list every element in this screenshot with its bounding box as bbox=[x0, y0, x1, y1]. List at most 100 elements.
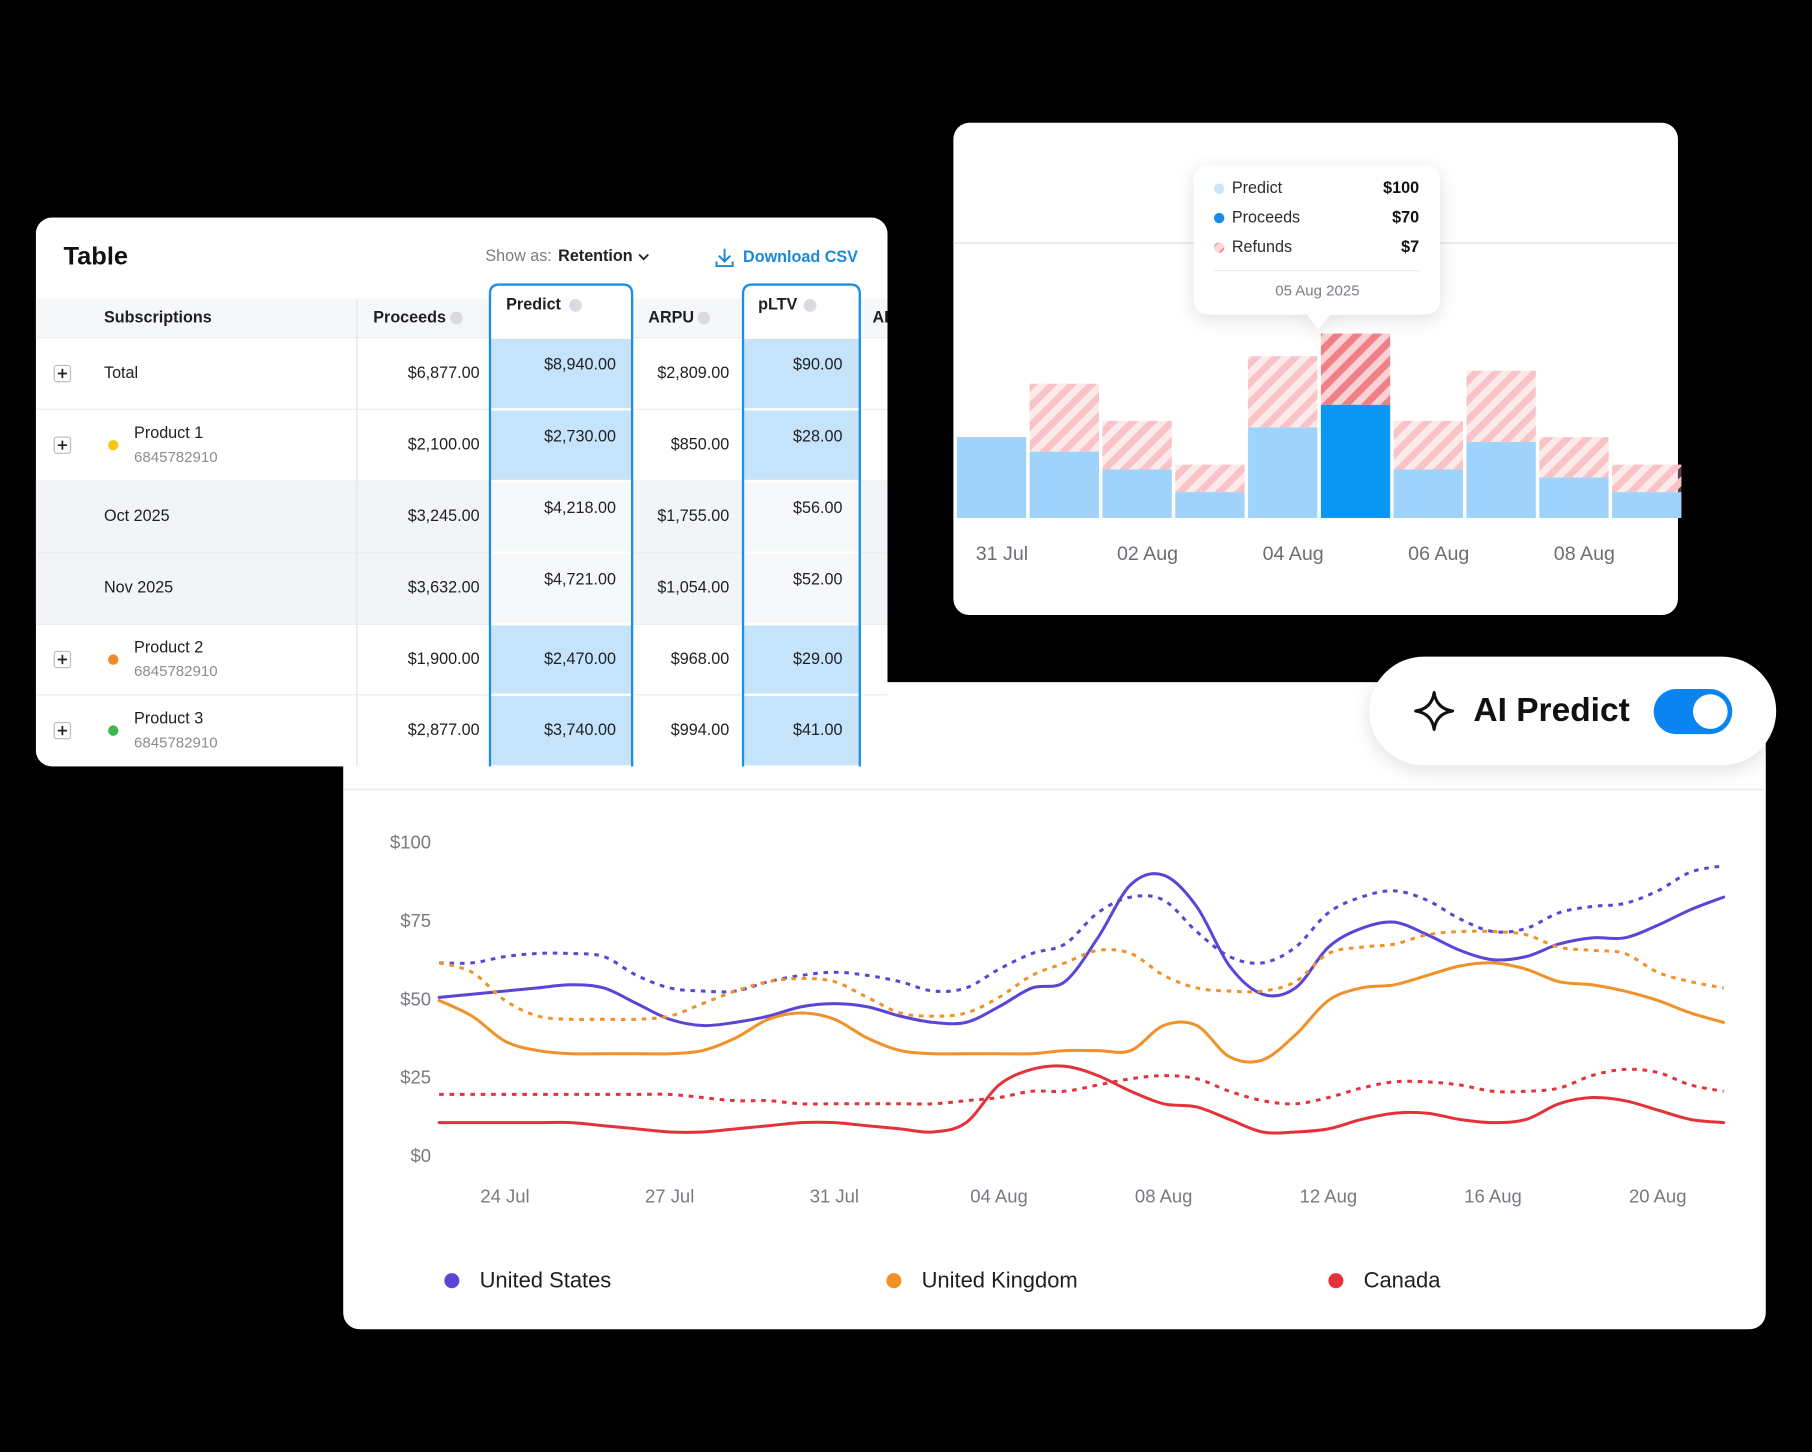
cell-value: $2,100.00 bbox=[408, 435, 480, 453]
cell-value: $4,721.00 bbox=[544, 571, 616, 589]
highlight-column-border bbox=[741, 283, 861, 767]
cell-value: $2,470.00 bbox=[544, 650, 616, 668]
x-tick-label: 08 Aug bbox=[1135, 1185, 1193, 1206]
info-icon bbox=[803, 299, 817, 312]
table-card: Table Show as: Retention Download CSV Subscr… bbox=[35, 217, 888, 767]
refund-bar bbox=[1102, 420, 1172, 470]
highlight-cell bbox=[491, 338, 631, 409]
column-header: Subscriptions bbox=[104, 308, 212, 326]
cell-value: $3,245.00 bbox=[408, 507, 480, 525]
toggle-label: AI Predict bbox=[1473, 692, 1629, 729]
highlight-cell bbox=[744, 553, 859, 624]
x-tick-label: 31 Jul bbox=[810, 1185, 859, 1206]
y-tick-label: $0 bbox=[410, 1145, 431, 1166]
refund-bar bbox=[1466, 370, 1536, 442]
proceeds-bar bbox=[1612, 492, 1682, 518]
bar-chart-card: 31 Jul 02 Aug 04 Aug 06 Aug 08 Aug bbox=[953, 122, 1682, 616]
sparkle-icon bbox=[1414, 690, 1455, 731]
tooltip-dot bbox=[1213, 183, 1225, 194]
x-tick-label: 02 Aug bbox=[1117, 543, 1178, 565]
tooltip-dot bbox=[1213, 242, 1225, 253]
series-line bbox=[437, 1064, 1726, 1135]
series-line bbox=[437, 961, 1726, 1064]
proceeds-bar bbox=[1393, 469, 1464, 518]
highlight-cell bbox=[744, 338, 859, 409]
column-header: ARPU bbox=[648, 308, 694, 326]
proceeds-bar bbox=[1248, 427, 1318, 518]
tooltip: Predict $100 Proceeds $70 Refunds $7 05 Aug 20… bbox=[1193, 165, 1440, 330]
expand-plus bbox=[57, 654, 68, 665]
card bbox=[343, 682, 1766, 1330]
row-label: Nov 2025 bbox=[104, 579, 173, 597]
refund-bar bbox=[1248, 356, 1318, 428]
cell-value: $2,730.00 bbox=[544, 427, 616, 445]
tooltip-box bbox=[1193, 165, 1440, 330]
x-tick-label: 04 Aug bbox=[1263, 543, 1324, 565]
tooltip-date: 05 Aug 2025 bbox=[1275, 282, 1359, 299]
cell-value: $52.00 bbox=[793, 571, 842, 589]
column-header: pLTV bbox=[758, 296, 797, 314]
y-tick-label: $75 bbox=[400, 910, 431, 931]
refund-bar bbox=[1393, 420, 1464, 470]
highlight-cell bbox=[744, 695, 859, 766]
y-tick-label: $25 bbox=[400, 1067, 431, 1088]
row-label: Product 3 bbox=[134, 709, 203, 727]
cell-value: $1,900.00 bbox=[408, 650, 480, 668]
refund-bar bbox=[1320, 333, 1391, 405]
refund-bar bbox=[1612, 464, 1682, 493]
product-dot bbox=[108, 654, 119, 665]
x-tick-label: 27 Jul bbox=[645, 1185, 694, 1206]
highlight-cell bbox=[491, 553, 631, 624]
refund-bar bbox=[1539, 437, 1609, 478]
chevron bbox=[638, 253, 649, 261]
show-as-label: Show as: bbox=[485, 247, 551, 265]
download-csv[interactable]: Download CSV bbox=[743, 248, 858, 266]
cell-value: $2,877.00 bbox=[408, 721, 480, 739]
row-code: 6845782910 bbox=[134, 449, 218, 466]
download-icon bbox=[715, 248, 734, 268]
highlight-cell bbox=[491, 410, 631, 480]
highlight-cell bbox=[744, 482, 859, 552]
column-header: Predict bbox=[506, 296, 561, 314]
product-dot bbox=[108, 725, 119, 736]
table-title: Table bbox=[64, 243, 128, 271]
expand-plus bbox=[57, 440, 68, 450]
proceeds-bar bbox=[1175, 492, 1245, 518]
x-tick-label: 12 Aug bbox=[1300, 1185, 1358, 1206]
refund-bar bbox=[1029, 383, 1099, 452]
legend-label: United States bbox=[480, 1268, 612, 1293]
proceeds-bar bbox=[956, 437, 1027, 518]
ai-predict-pill: AI Predict bbox=[1369, 656, 1777, 766]
cell-value: $3,632.00 bbox=[408, 579, 480, 597]
toggle-knob bbox=[1692, 694, 1728, 729]
proceeds-bar bbox=[1539, 477, 1609, 518]
cell-value: $994.00 bbox=[671, 721, 729, 739]
x-tick-label: 31 Jul bbox=[976, 543, 1028, 565]
product-dot bbox=[108, 439, 119, 451]
cell-value: $6,877.00 bbox=[408, 364, 480, 382]
forecast-line bbox=[439, 864, 1724, 994]
series-line bbox=[437, 872, 1726, 1028]
y-tick-label: $100 bbox=[390, 832, 431, 853]
expand-plus bbox=[57, 725, 68, 736]
cell-value: $4,218.00 bbox=[544, 499, 616, 517]
cell-value: $850.00 bbox=[671, 435, 729, 453]
cell-value: $8,940.00 bbox=[544, 356, 616, 374]
expand-plus bbox=[57, 368, 68, 379]
tooltip-label: Proceeds bbox=[1232, 208, 1300, 226]
cell-value: $1,054.00 bbox=[657, 579, 729, 597]
x-tick-label: 06 Aug bbox=[1408, 543, 1469, 565]
highlight-cell bbox=[744, 625, 859, 694]
show-as-value[interactable]: Retention bbox=[558, 247, 633, 265]
pill bbox=[1369, 656, 1777, 766]
row-label: Oct 2025 bbox=[104, 507, 170, 525]
info-icon bbox=[569, 299, 582, 312]
legend-dot bbox=[1328, 1273, 1344, 1289]
cell-value: $41.00 bbox=[793, 721, 842, 739]
line-chart-card: $0 $25 $50 $75 $100 24 Jul 27 Jul 31 Jul 04 Aug 0… bbox=[343, 682, 1766, 1330]
proceeds-bar bbox=[1102, 469, 1172, 518]
column-header: Proceeds bbox=[373, 308, 446, 326]
row-label: Product 1 bbox=[134, 424, 203, 442]
cell-value: $1,755.00 bbox=[657, 507, 729, 525]
